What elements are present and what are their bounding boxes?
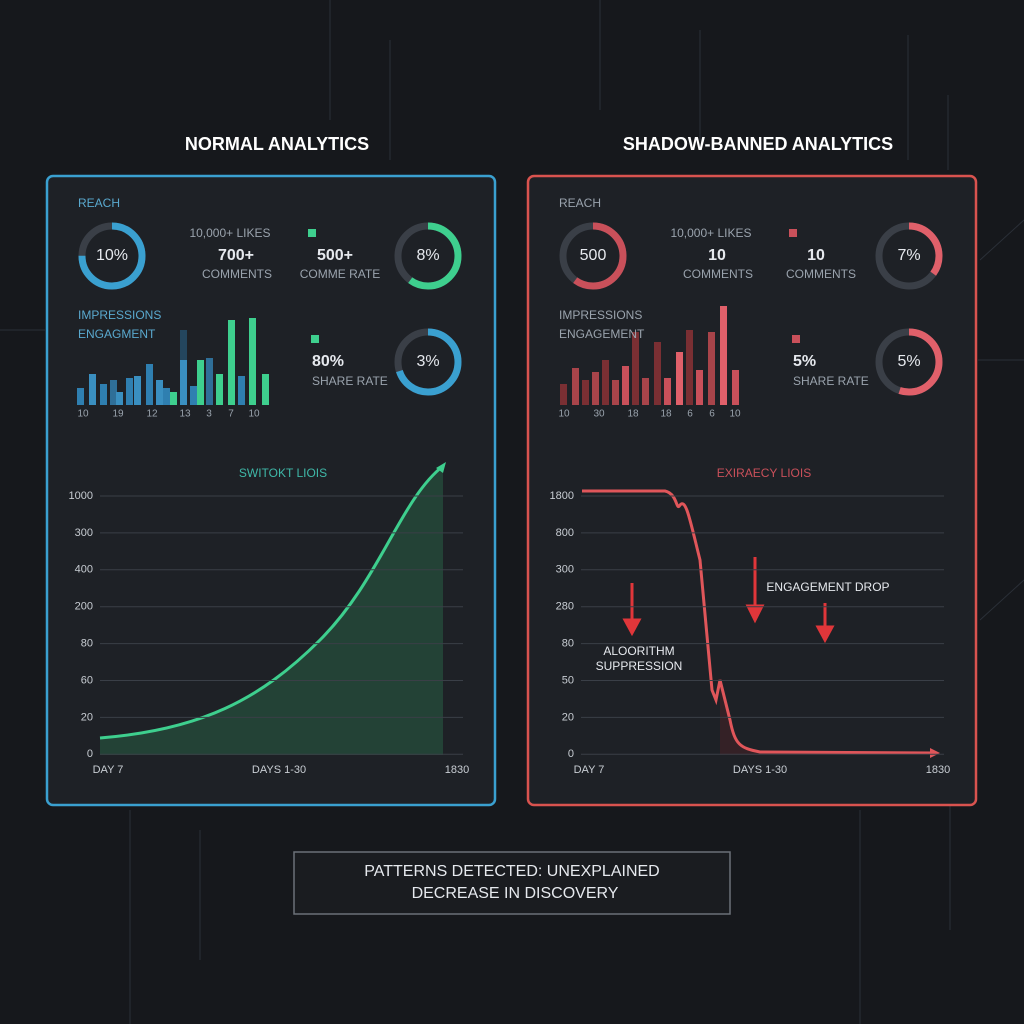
footer-line: PATTERNS DETECTED: UNEXPLAINED bbox=[364, 863, 659, 880]
stat-square bbox=[789, 229, 797, 237]
bar-label: 30 bbox=[593, 409, 605, 420]
stat-square bbox=[792, 335, 800, 343]
bar-label: 18 bbox=[627, 409, 639, 420]
engagement: ENGAGEMENT bbox=[559, 327, 645, 341]
y-label: 400 bbox=[75, 564, 93, 576]
impressions: IMPRESSIONS bbox=[559, 308, 642, 322]
stat2-value: 10 bbox=[807, 247, 825, 264]
reach-label: REACH bbox=[78, 196, 120, 210]
chart-title: SWITOKT LIOIS bbox=[239, 466, 327, 480]
comments-label: COMMENTS bbox=[683, 267, 753, 281]
y-label: 20 bbox=[562, 711, 574, 723]
ring-arc bbox=[78, 222, 146, 290]
likes-value: 10 bbox=[708, 247, 726, 264]
y-label: 300 bbox=[556, 564, 574, 576]
annotation: ENGAGEMENT DROP bbox=[766, 580, 889, 594]
y-label: 80 bbox=[81, 638, 93, 650]
ring-label: 7% bbox=[897, 247, 920, 264]
stat3-label: SHARE RATE bbox=[312, 374, 388, 388]
stat2-label: COMME RATE bbox=[300, 267, 380, 281]
y-label: 50 bbox=[562, 674, 574, 686]
bar-label: 10 bbox=[77, 409, 89, 420]
right-arrowhead bbox=[930, 748, 940, 758]
annotation: ALOORITHM SUPPRESSION bbox=[596, 644, 683, 673]
bar-label: 10 bbox=[558, 409, 570, 420]
footer-box bbox=[293, 851, 731, 915]
x-label: DAYS 1-30 bbox=[252, 764, 306, 776]
bar-label: 7 bbox=[228, 409, 234, 420]
shadow-panel bbox=[526, 174, 978, 807]
x-label: DAYS 1-30 bbox=[733, 764, 787, 776]
left-curve bbox=[99, 464, 444, 740]
bar-label: 6 bbox=[687, 409, 693, 420]
impressions: IMPRESSIONS bbox=[78, 308, 161, 322]
left-bars bbox=[77, 318, 269, 405]
y-label: 280 bbox=[556, 601, 574, 613]
drop-arrows bbox=[622, 557, 835, 644]
bar-label: 3 bbox=[206, 409, 212, 420]
chart-title: EXIRAECY LIOIS bbox=[717, 466, 811, 480]
x-label: 1830 bbox=[445, 764, 469, 776]
ring-label: 3% bbox=[416, 353, 439, 370]
bar-label: 10 bbox=[248, 409, 260, 420]
ring-arc bbox=[559, 222, 627, 290]
y-label: 1000 bbox=[69, 490, 93, 502]
stat2-value: 500+ bbox=[317, 247, 353, 264]
y-label: 200 bbox=[75, 601, 93, 613]
y-label: 800 bbox=[556, 527, 574, 539]
bar-label: 10 bbox=[729, 409, 741, 420]
panel-title: SHADOW-BANNED ANALYTICS bbox=[623, 134, 893, 154]
y-label: 60 bbox=[81, 674, 93, 686]
stat3-label: SHARE RATE bbox=[793, 374, 869, 388]
right-curve bbox=[582, 489, 936, 755]
bar-label: 13 bbox=[179, 409, 191, 420]
stat2-label: COMMENTS bbox=[786, 267, 856, 281]
right-bars bbox=[560, 306, 739, 405]
ring-arc bbox=[875, 328, 943, 396]
y-label: 80 bbox=[562, 638, 574, 650]
stat-square bbox=[308, 229, 316, 237]
stat3-value: 80% bbox=[312, 353, 344, 370]
y-label: 1800 bbox=[550, 490, 574, 502]
y-label: 0 bbox=[568, 748, 574, 760]
ring-label: 10% bbox=[96, 247, 128, 264]
bar-label: 19 bbox=[112, 409, 124, 420]
footer-line: DECREASE IN DISCOVERY bbox=[412, 885, 619, 902]
right-area bbox=[720, 680, 935, 755]
bar-label: 12 bbox=[146, 409, 158, 420]
ring-label: 5% bbox=[897, 353, 920, 370]
ring-label: 8% bbox=[416, 247, 439, 264]
ring-label: 500 bbox=[580, 247, 607, 264]
ring-arc bbox=[394, 328, 462, 396]
likes-value: 700+ bbox=[218, 247, 254, 264]
x-label: DAY 7 bbox=[574, 764, 605, 776]
y-label: 300 bbox=[75, 527, 93, 539]
panel-title: NORMAL ANALYTICS bbox=[185, 134, 369, 154]
bar-label: 18 bbox=[660, 409, 672, 420]
x-label: DAY 7 bbox=[93, 764, 124, 776]
likes: 10,000+ LIKES bbox=[670, 226, 751, 240]
comments-label: COMMENTS bbox=[202, 267, 272, 281]
y-label: 20 bbox=[81, 711, 93, 723]
bar-label: 6 bbox=[709, 409, 715, 420]
normal-panel bbox=[45, 174, 497, 807]
x-label: 1830 bbox=[926, 764, 950, 776]
ring-arc bbox=[394, 222, 462, 290]
y-label: 0 bbox=[87, 748, 93, 760]
stat-square bbox=[311, 335, 319, 343]
left-area bbox=[100, 466, 443, 755]
engagement: ENGAGMENT bbox=[78, 327, 156, 341]
reach-label: REACH bbox=[559, 196, 601, 210]
likes: 10,000+ LIKES bbox=[189, 226, 270, 240]
left-arrowhead bbox=[436, 462, 446, 473]
ring-arc bbox=[875, 222, 943, 290]
stat3-value: 5% bbox=[793, 353, 816, 370]
